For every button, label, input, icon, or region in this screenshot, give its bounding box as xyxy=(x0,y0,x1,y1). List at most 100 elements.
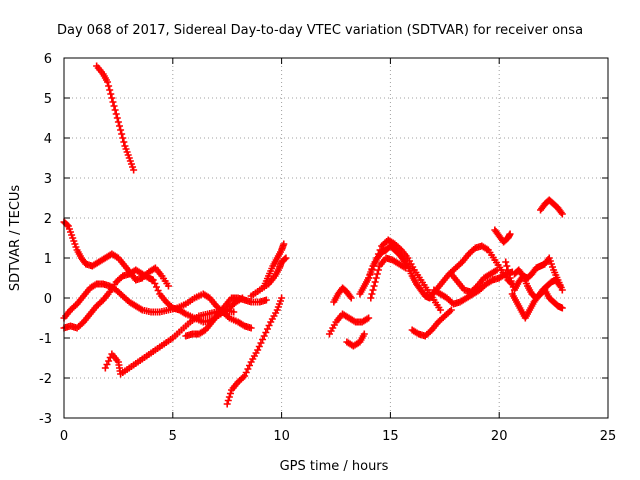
data-point-marker xyxy=(109,98,117,106)
data-point-marker xyxy=(225,393,233,401)
y-tick-label: -2 xyxy=(39,372,52,387)
data-point-marker xyxy=(436,306,444,314)
y-axis-label: SDTVAR / TECUs xyxy=(8,185,23,292)
axis-ticks: 0 5 10 15 20 25 -3 -2 -1 0 1 2 3 4 5 6 xyxy=(39,52,616,444)
data-point-marker xyxy=(366,270,374,278)
data-point-marker xyxy=(278,294,286,302)
series-arc-5 xyxy=(101,306,238,378)
series-arc-24 xyxy=(537,196,566,218)
series-arc-11 xyxy=(330,284,355,306)
series-arc-9 xyxy=(260,240,288,290)
data-point-marker xyxy=(115,122,123,130)
data-point-marker xyxy=(373,254,381,262)
series-arc-23 xyxy=(510,254,566,294)
series-arc-10 xyxy=(325,310,373,338)
data-point-marker xyxy=(113,114,121,122)
data-point-marker xyxy=(223,400,231,408)
data-point-marker xyxy=(108,94,116,102)
data-point-marker xyxy=(365,274,373,282)
series-arc-19 xyxy=(447,266,501,296)
data-point-marker xyxy=(280,240,288,248)
data-point-marker xyxy=(111,106,119,114)
series-arc-20 xyxy=(491,226,514,246)
data-point-marker xyxy=(130,166,138,174)
data-point-marker xyxy=(282,254,290,262)
series-arc-16 xyxy=(408,306,455,340)
data-point-marker xyxy=(104,78,112,86)
y-tick-label: -1 xyxy=(39,332,52,347)
data-point-marker xyxy=(370,262,378,270)
data-point-marker xyxy=(371,278,379,286)
chart-title: Day 068 of 2017, Sidereal Day-to-day VTE… xyxy=(57,23,583,38)
x-tick-label: 5 xyxy=(169,429,177,444)
data-point-marker xyxy=(367,294,375,302)
data-point-marker xyxy=(360,330,368,338)
x-axis-label: GPS time / hours xyxy=(280,459,389,474)
data-point-marker xyxy=(106,86,114,94)
y-tick-label: -3 xyxy=(39,412,52,427)
data-point-marker xyxy=(281,255,289,263)
series-arc-7 xyxy=(223,294,286,408)
data-point-marker xyxy=(230,308,238,316)
data-point-marker xyxy=(504,266,512,274)
y-tick-label: 1 xyxy=(44,252,52,267)
data-point-marker xyxy=(368,290,376,298)
x-tick-label: 15 xyxy=(382,429,399,444)
data-point-marker xyxy=(372,274,380,282)
y-tick-label: 3 xyxy=(44,172,52,187)
data-point-marker xyxy=(557,209,565,216)
data-point-marker xyxy=(114,118,122,126)
data-point-marker xyxy=(120,138,128,146)
series-arc-15 xyxy=(367,254,410,302)
data-point-marker xyxy=(110,102,118,110)
data-point-marker xyxy=(370,282,378,290)
data-point-marker xyxy=(63,221,71,229)
data-point-marker xyxy=(506,230,514,238)
data-point-marker xyxy=(247,324,255,332)
data-point-marker xyxy=(164,282,172,290)
plot-frame xyxy=(63,57,609,419)
series-arc-14 xyxy=(365,236,444,314)
y-tick-label: 0 xyxy=(44,292,52,307)
data-point-marker xyxy=(369,286,377,294)
data-point-marker xyxy=(226,390,234,397)
x-tick-label: 0 xyxy=(60,429,68,444)
data-point-marker xyxy=(558,286,566,294)
data-point-marker xyxy=(503,262,511,270)
plot-border xyxy=(63,57,609,419)
data-point-marker xyxy=(368,266,376,274)
data-point-marker xyxy=(376,246,384,254)
data-point-marker xyxy=(374,250,382,258)
data-point-marker xyxy=(373,270,381,278)
data-point-marker xyxy=(112,110,120,118)
data-point-marker xyxy=(374,266,382,274)
data-point-marker xyxy=(105,82,113,90)
data-point-marker xyxy=(558,304,566,312)
data-point-marker xyxy=(347,294,355,302)
data-series xyxy=(60,62,566,408)
data-point-marker xyxy=(402,264,410,272)
y-tick-label: 2 xyxy=(44,212,52,227)
x-tick-label: 20 xyxy=(491,429,508,444)
data-point-marker xyxy=(371,258,379,266)
y-tick-label: 6 xyxy=(44,52,52,67)
y-tick-label: 5 xyxy=(44,92,52,107)
data-point-marker xyxy=(107,90,115,98)
y-tick-label: 4 xyxy=(44,132,52,147)
data-point-marker xyxy=(117,126,125,134)
data-point-marker xyxy=(224,397,232,404)
data-point-marker xyxy=(262,296,270,304)
series-arc-6 xyxy=(182,294,270,340)
data-point-marker xyxy=(447,306,455,314)
series-arc-1 xyxy=(93,62,138,174)
data-point-marker xyxy=(118,130,126,138)
x-tick-label: 10 xyxy=(273,429,290,444)
data-point-marker xyxy=(119,134,127,142)
series-arc-12 xyxy=(343,330,368,350)
data-point-marker xyxy=(346,293,354,300)
data-point-marker xyxy=(558,210,566,218)
data-point-marker xyxy=(502,258,510,266)
x-tick-label: 25 xyxy=(600,429,617,444)
